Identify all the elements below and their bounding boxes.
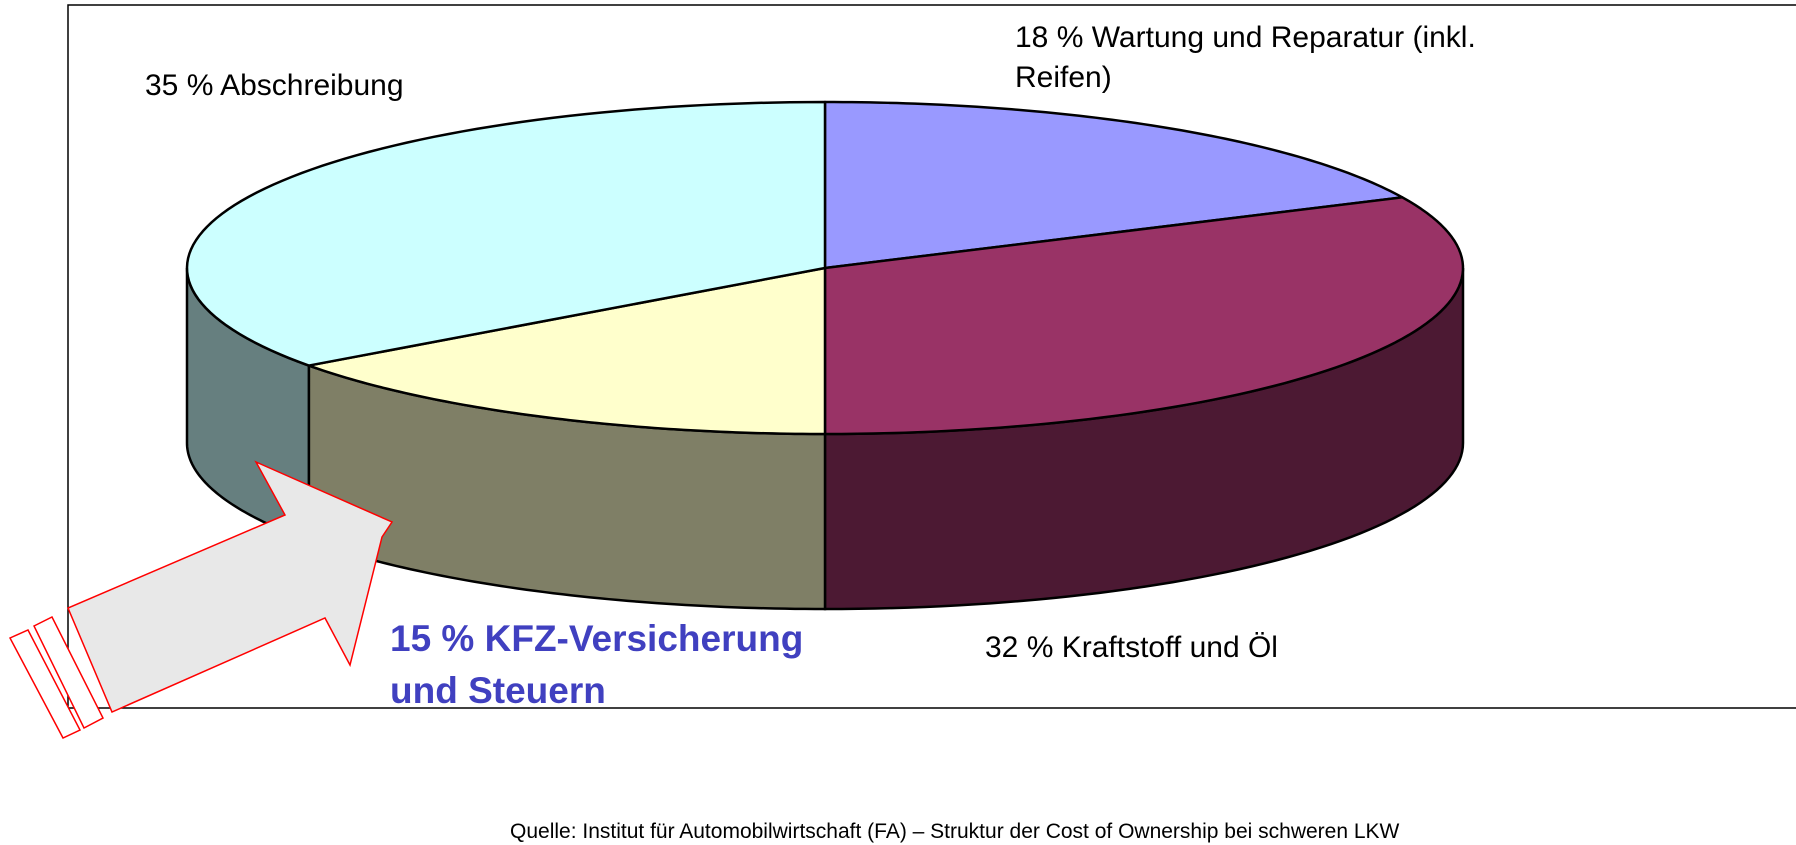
pie-slice	[823, 100, 1404, 270]
plot-frame	[67, 4, 1796, 709]
slice-value-label: 15 %	[390, 618, 475, 659]
source-note: Quelle: Institut für Automobilwirtschaft…	[510, 820, 1400, 843]
pie-slice	[307, 266, 827, 436]
pie-slice	[185, 100, 827, 367]
slice-value-label: 32 %	[985, 631, 1054, 664]
slice-category: Wartung und Reparatur (inkl. Reifen)	[1015, 21, 1476, 94]
slice-label: 35 % Abschreibung	[145, 66, 745, 106]
pie	[185, 100, 1465, 611]
slice-category: Kraftstoff und Öl	[1061, 631, 1278, 664]
arrow-body	[67, 460, 394, 713]
arrow	[8, 460, 394, 739]
arrow-stripe	[32, 615, 105, 730]
slice-label: 32 % Kraftstoff und Öl	[985, 628, 1585, 668]
slice-value-label: 18 %	[1015, 21, 1084, 54]
slice-value-label: 35 %	[145, 69, 214, 102]
slice-label: 18 % Wartung und Reparatur (inkl. Reifen…	[1015, 18, 1515, 98]
arrow-stripe	[8, 629, 82, 739]
pie-slice	[823, 196, 1465, 436]
slice-label: 15 % KFZ-Versicherung und Steuern	[390, 613, 870, 717]
slice-category: Abschreibung	[220, 69, 404, 102]
slice-category: KFZ-Versicherung und Steuern	[390, 618, 804, 711]
